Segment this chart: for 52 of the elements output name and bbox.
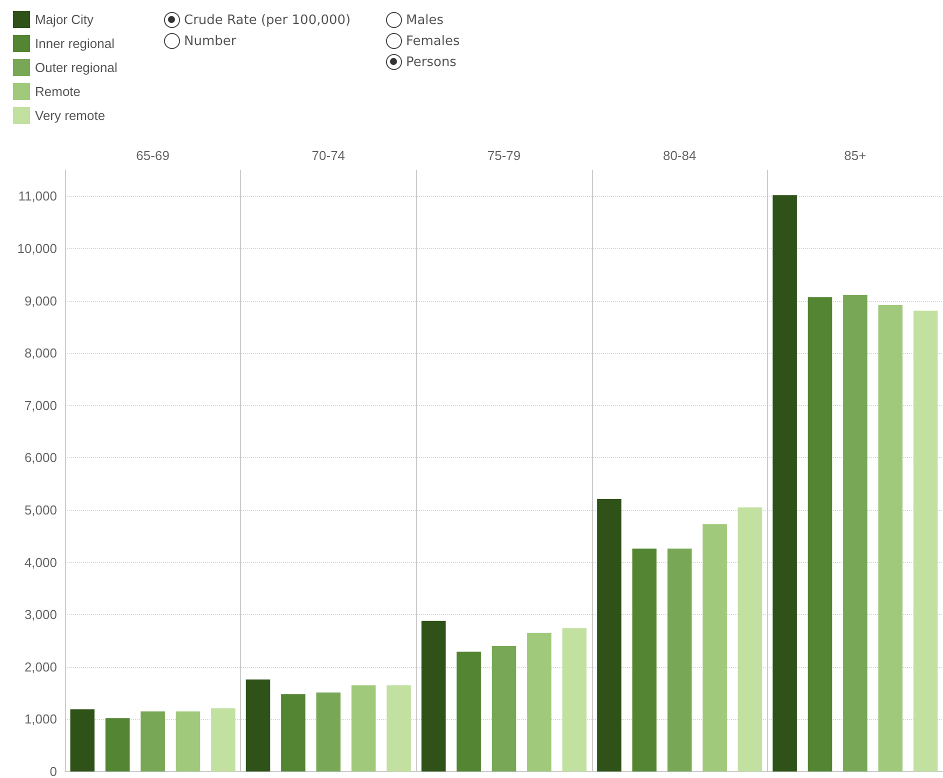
text: Crude Rate (per 100,000): [184, 12, 351, 28]
bar: [281, 694, 306, 772]
bar: [105, 718, 130, 772]
bar: [843, 295, 868, 772]
bar: [351, 685, 376, 772]
x-tick-label: 70-74: [312, 148, 346, 163]
y-tick-label: 3,000: [24, 607, 57, 622]
y-tick-label: 7,000: [24, 398, 57, 413]
x-tick-label: 65-69: [136, 148, 170, 163]
bar: [597, 498, 622, 772]
y-tick-label: 2,000: [24, 659, 57, 674]
bar: [702, 524, 727, 772]
bar: [878, 304, 903, 772]
bar: [386, 685, 411, 772]
text: Males: [406, 12, 444, 28]
bar: [562, 628, 587, 772]
y-tick-label: 11,000: [18, 188, 57, 204]
bar: [492, 646, 516, 772]
x-tick-label: 85+: [844, 148, 866, 163]
text: Persons: [406, 54, 456, 70]
bar: [808, 297, 832, 772]
legend-label: Inner regional: [35, 36, 115, 51]
bar: [738, 507, 762, 772]
legend-label: Very remote: [35, 108, 106, 123]
y-tick-label: 1,000: [24, 712, 57, 727]
bar: [316, 692, 341, 772]
text: Number: [184, 34, 236, 48]
legend-label: Outer regional: [35, 60, 118, 75]
y-tick-label: 5,000: [24, 502, 57, 518]
y-tick-label: 8,000: [24, 346, 57, 361]
y-tick-label: 0: [50, 764, 57, 778]
bar: [70, 709, 95, 772]
bar: [211, 708, 236, 772]
bar: [667, 548, 692, 772]
y-tick-label: 6,000: [24, 450, 57, 466]
x-tick-label: 75-79: [487, 148, 521, 163]
y-tick-label: 4,000: [24, 554, 57, 570]
bar: [772, 195, 797, 772]
bar: [140, 711, 165, 772]
bar: [913, 310, 938, 772]
bar: [632, 548, 657, 772]
bar: [421, 620, 446, 772]
text: Females: [406, 34, 460, 48]
y-tick-label: 10,000: [17, 240, 57, 256]
bar: [527, 632, 552, 772]
bar: [246, 679, 270, 772]
legend-label: Remote: [35, 84, 81, 99]
bar: [176, 711, 200, 772]
legend-label: Major City: [35, 12, 94, 27]
bar: [456, 652, 481, 772]
y-tick-label: 9,000: [24, 293, 57, 308]
x-tick-label: 80-84: [662, 148, 696, 163]
